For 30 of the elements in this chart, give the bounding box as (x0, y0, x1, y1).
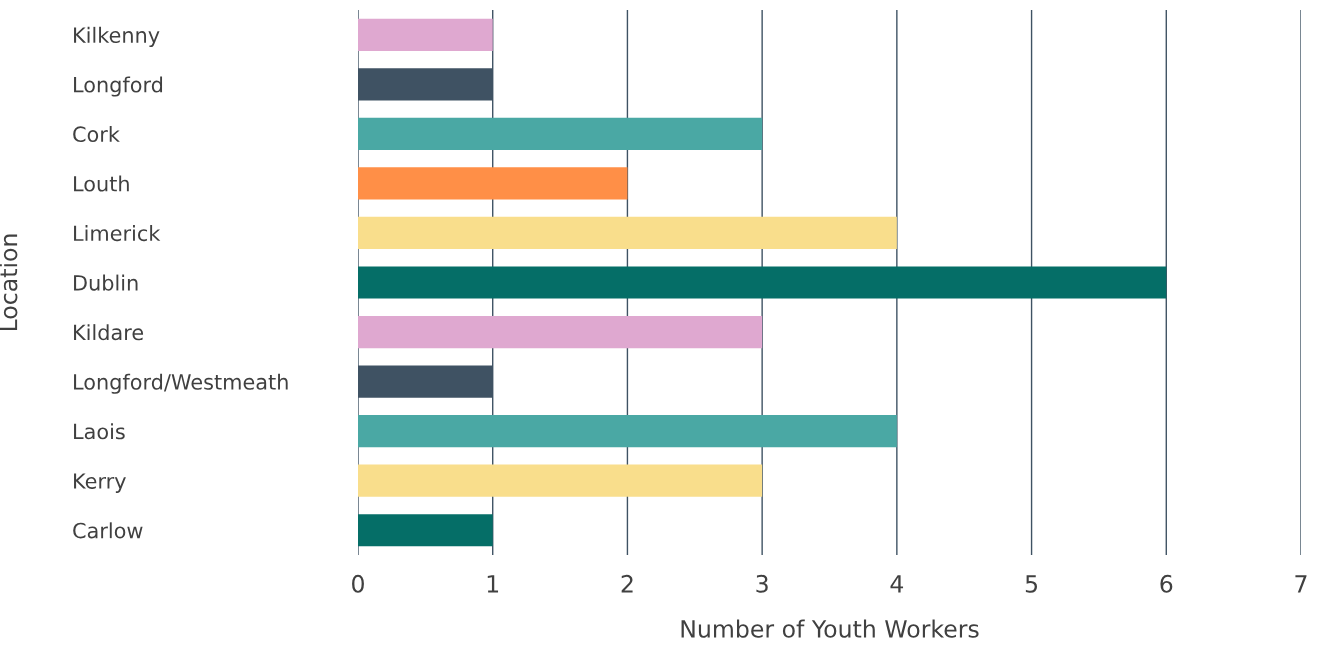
x-tick-label: 2 (621, 574, 633, 593)
y-tick-label: Cork (73, 125, 120, 143)
bar (358, 415, 897, 448)
bar (358, 464, 763, 497)
y-tick-label: Laois (74, 423, 125, 440)
y-tick-label: Limerick (74, 225, 161, 242)
x-tick-label: 0 (352, 574, 364, 593)
x-axis-title: Number of Youth Workers (681, 619, 979, 638)
x-tick-label: 5 (1025, 575, 1038, 593)
bar (358, 117, 763, 150)
x-tick-label: 6 (1160, 574, 1173, 593)
y-tick-label: Kilkenny (74, 26, 160, 48)
y-axis-title: Location (0, 234, 18, 331)
bar (358, 315, 763, 349)
x-tick-label: 3 (756, 574, 768, 593)
y-tick-label: Longford/Westmeath (74, 373, 288, 394)
x-tick-label: 1 (487, 575, 499, 593)
y-tick-label: Longford (74, 76, 163, 97)
x-tick-label: 4 (890, 575, 904, 593)
y-tick-label: Kildare (74, 324, 144, 341)
bar (358, 167, 628, 200)
y-tick-label: Louth (74, 175, 129, 192)
bar (358, 216, 897, 250)
y-tick-label: Kerry (74, 473, 126, 493)
y-tick-label: Carlow (73, 522, 143, 539)
x-tick-label: 7 (1295, 575, 1307, 593)
y-tick-label: Dublin (74, 274, 138, 291)
bar (358, 514, 493, 547)
bar (358, 18, 493, 51)
bar (358, 266, 1167, 299)
